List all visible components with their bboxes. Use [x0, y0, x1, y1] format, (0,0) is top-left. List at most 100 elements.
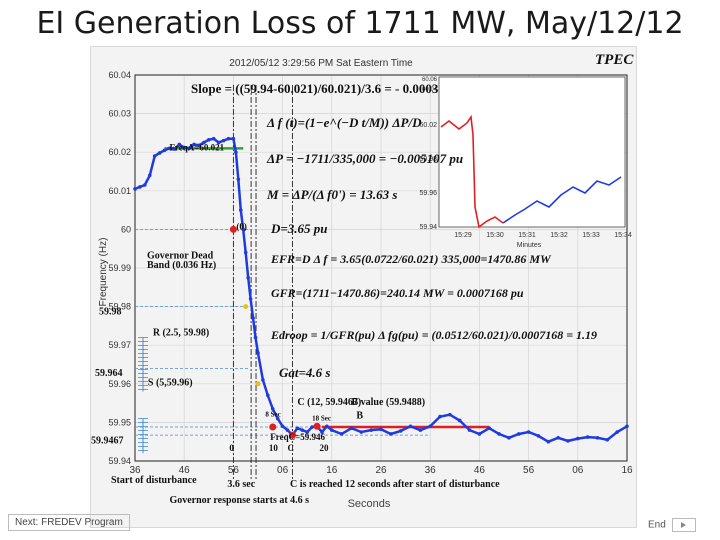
x-tick-label: 36	[129, 465, 141, 476]
series-point	[238, 208, 243, 212]
series-point	[487, 426, 492, 430]
series-point	[516, 432, 521, 436]
inset-x-tick: 15:29	[454, 232, 472, 239]
series-point	[556, 436, 560, 440]
series-point	[253, 335, 258, 340]
inset-x-tick: 15:34	[614, 232, 632, 239]
series-point	[300, 428, 305, 432]
series-point	[234, 150, 238, 154]
series-point	[497, 432, 501, 436]
event-markers	[229, 225, 321, 439]
play-icon[interactable]	[671, 518, 696, 532]
frequency-series-line	[134, 137, 628, 444]
series-point	[275, 416, 280, 421]
c-point-label: C (12, 59.9467)	[297, 397, 361, 408]
zero-label: (0)	[236, 221, 247, 231]
end-nav[interactable]: End	[648, 518, 696, 532]
marker-r-s	[255, 381, 261, 387]
series-point	[226, 136, 231, 141]
y-tick-label: 60.01	[108, 186, 131, 196]
inset-top-label: 60.04	[422, 87, 438, 93]
y-tick-label: 59.95	[108, 417, 131, 427]
series-point	[207, 138, 211, 142]
x-tick-label: 56	[523, 465, 535, 476]
series-point	[133, 187, 137, 191]
y-tick-label: 60	[121, 224, 131, 234]
series-point	[251, 316, 255, 320]
series-point	[236, 177, 241, 182]
series-point	[438, 414, 442, 419]
equation-delta-f: Δ f (t)=(1−e^(−D t/M)) ΔP/D	[266, 115, 422, 130]
freq-a-label: FreqA=60.021	[169, 142, 224, 152]
series-point	[467, 428, 472, 432]
governor-band-label-2: Band (0.036 Hz)	[147, 260, 216, 271]
series-point	[192, 142, 196, 147]
logo-text: TPEC	[595, 52, 634, 68]
series-point	[448, 412, 452, 417]
series-point	[305, 430, 309, 434]
series-point	[216, 140, 221, 145]
series-point	[379, 427, 383, 432]
series-point	[147, 173, 152, 178]
series-point	[408, 424, 413, 429]
equation-efr: EFR=D Δ f = 3.65(0.0722/60.021) 335,000=…	[270, 252, 552, 266]
inset-y-tick: 59.96	[419, 190, 437, 197]
series-point	[418, 428, 423, 432]
dead-band-hatch	[138, 337, 148, 454]
equation-m: M = ΔP/(Δ f0') = 13.63 s	[266, 187, 397, 202]
series-point	[330, 428, 334, 432]
slide-title: EI Generation Loss of 1711 MW, May/12/12	[36, 6, 684, 41]
y-tick-label: 60.02	[108, 147, 131, 157]
marker-8s	[269, 423, 277, 431]
series-point	[241, 227, 246, 232]
series-point	[310, 425, 314, 429]
start-disturbance-label: Start of disturbance	[111, 475, 197, 486]
freq-c-label: FreqC=59.946	[270, 432, 325, 442]
series-point	[398, 429, 403, 433]
annotations: Slope = ((59.94-60.021)/60.021)/3.6 = - …	[91, 81, 506, 506]
eighteen-sec-label: 18 Sec	[312, 414, 331, 422]
series-point	[325, 424, 329, 429]
series-point	[167, 146, 172, 151]
series-point	[389, 432, 393, 436]
marker-c	[288, 431, 296, 439]
series-point	[243, 250, 248, 255]
eight-sec-label: 8 Sec	[265, 411, 280, 419]
series-point	[359, 430, 364, 434]
series-point	[615, 430, 619, 434]
marker-t0	[229, 225, 237, 233]
governor-starts-label: Governor response starts at 4.6 s	[169, 495, 309, 506]
equation-gat: Gat=4.6 s	[279, 365, 330, 380]
series-point	[349, 426, 354, 430]
x-tick-label: 06	[277, 465, 289, 476]
r-point-label: R (2.5, 59.98)	[153, 328, 209, 339]
x-tick-label: 46	[474, 465, 486, 476]
equation-delta-p: ΔP = −1711/335,000 = −0.005107 pu	[266, 151, 463, 166]
series-point	[546, 439, 551, 444]
equation-d: D=3.65 pu	[270, 221, 328, 236]
slope-annotation: Slope = ((59.94-60.021)/60.021)/3.6 = - …	[191, 81, 506, 96]
series-point	[566, 439, 570, 443]
y-tick-label: 59.98	[108, 302, 131, 312]
series-point	[246, 275, 250, 280]
logo: TPEC	[595, 52, 634, 68]
axis-mark-label: 20	[320, 443, 330, 453]
series-point	[152, 154, 157, 158]
equation-edroop: Edroop = 1/GFR(pu) Δ fg(pu) = (0.0512/60…	[270, 328, 597, 342]
series-point	[536, 434, 541, 438]
inset-y-tick: 59.94	[419, 224, 437, 231]
axis-mark-label: 0	[229, 443, 234, 453]
inset-x-tick: 15:33	[582, 232, 600, 239]
axis-mark-label: C	[288, 443, 295, 453]
x-axis-label: Seconds	[348, 498, 391, 510]
next-program-label[interactable]: Next: FREDEV Program	[8, 514, 130, 531]
series-point	[526, 430, 531, 434]
inset-top-label: 60.06	[422, 77, 438, 83]
inset-y-tick: 60.02	[419, 122, 437, 129]
series-point	[162, 148, 167, 153]
inset-y-tick: 59.98	[419, 156, 437, 163]
y-tick-label: 59.97	[108, 340, 131, 350]
inset-x-tick: 15:32	[550, 232, 568, 239]
left-label-5998: 59.98	[99, 306, 122, 317]
series-point	[182, 145, 186, 150]
